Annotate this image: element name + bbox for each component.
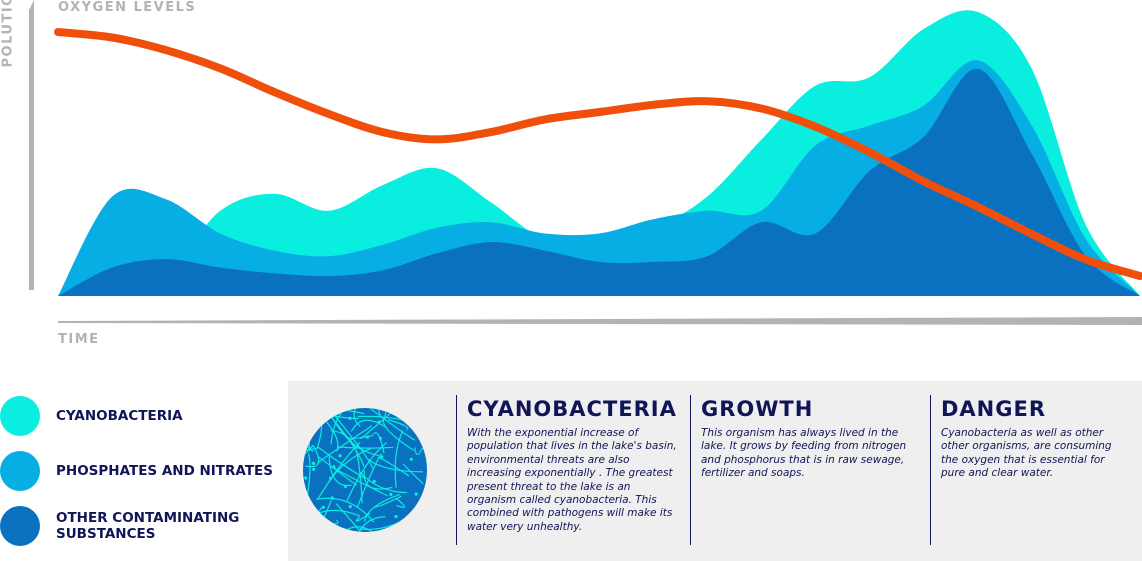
filament-stroke bbox=[399, 526, 416, 532]
oxygen-line-group bbox=[54, 28, 1142, 280]
info-panel: CYANOBACTERIA With the exponential incre… bbox=[288, 381, 1142, 561]
filament-dot bbox=[380, 455, 384, 459]
filament-dot bbox=[317, 408, 321, 411]
filament-dot bbox=[337, 531, 341, 532]
legend-swatch-phosphates bbox=[0, 451, 40, 491]
filament-stroke bbox=[394, 430, 404, 488]
info-body: This organism has always lived in the la… bbox=[701, 427, 907, 480]
filament-stroke bbox=[304, 445, 320, 468]
x-axis-label-time: TIME bbox=[58, 332, 100, 347]
filament-dot bbox=[303, 528, 305, 532]
filament-dot bbox=[348, 416, 352, 420]
legend-label: CYANOBACTERIA bbox=[56, 408, 183, 424]
filament-stroke bbox=[315, 497, 375, 523]
filament-stroke bbox=[330, 408, 366, 445]
info-title: DANGER bbox=[941, 397, 1047, 421]
filament-stroke bbox=[303, 437, 317, 452]
filament-stroke bbox=[382, 419, 415, 451]
filament-stroke bbox=[366, 458, 423, 473]
filament-stroke bbox=[333, 414, 374, 469]
filament-dot bbox=[382, 408, 387, 410]
oxygen-level-line bbox=[54, 28, 1142, 280]
area-series-group bbox=[58, 10, 1140, 297]
filament-stroke bbox=[414, 447, 423, 456]
filament-dot bbox=[329, 476, 333, 480]
legend-item-other: OTHER CONTAMINATING SUBSTANCES bbox=[0, 506, 276, 546]
filament-stroke bbox=[303, 502, 304, 532]
filament-stroke bbox=[309, 408, 314, 428]
area-other-contaminants bbox=[58, 68, 1140, 296]
filament-stroke bbox=[303, 523, 313, 532]
cyanobacteria-illustration bbox=[303, 408, 427, 532]
filament-dot bbox=[304, 476, 308, 480]
filament-dot bbox=[312, 467, 316, 471]
filament-dot bbox=[378, 436, 383, 440]
filament-dot bbox=[422, 506, 426, 510]
filament-stroke bbox=[336, 446, 394, 449]
legend-label: PHOSPHATES AND NITRATES bbox=[56, 463, 273, 479]
x-axis-bar bbox=[58, 317, 1142, 325]
info-title: CYANOBACTERIA bbox=[467, 397, 677, 421]
filament-stroke bbox=[345, 526, 384, 532]
filament-stroke bbox=[328, 456, 352, 487]
filament-stroke bbox=[353, 408, 361, 428]
info-column-growth: GROWTH This organism has always lived in… bbox=[690, 395, 915, 545]
filament-stroke bbox=[356, 453, 382, 508]
legend-label: OTHER CONTAMINATING SUBSTANCES bbox=[56, 510, 240, 542]
filament-stroke bbox=[403, 408, 416, 421]
filament-stroke bbox=[368, 408, 382, 419]
legend-item-phosphates: PHOSPHATES AND NITRATES bbox=[0, 451, 276, 491]
info-title: GROWTH bbox=[701, 397, 814, 421]
filament-stroke bbox=[400, 522, 408, 532]
filament-stroke bbox=[359, 471, 407, 494]
filament-stroke bbox=[373, 432, 385, 454]
filament-stroke bbox=[384, 408, 389, 417]
filament-dot bbox=[348, 505, 352, 509]
filament-dot bbox=[406, 417, 410, 421]
filament-dot bbox=[330, 496, 334, 500]
y-axis-label-oxygen: OXYGEN LEVELS bbox=[58, 0, 197, 15]
filament-dot bbox=[343, 484, 348, 488]
filament-stroke bbox=[357, 408, 416, 441]
filament-dot bbox=[311, 461, 316, 465]
legend-item-cyanobacteria: CYANOBACTERIA bbox=[0, 396, 276, 436]
filament-dot bbox=[417, 434, 421, 438]
filament-dot bbox=[377, 420, 381, 424]
info-body: With the exponential increase of populat… bbox=[467, 427, 677, 533]
filament-stroke bbox=[350, 419, 388, 432]
filament-stroke bbox=[396, 498, 405, 508]
info-column-danger: DANGER Cyanobacteria as well as other ot… bbox=[930, 395, 1117, 545]
legend-swatch-other bbox=[0, 506, 40, 546]
filament-dot bbox=[330, 524, 334, 529]
filament-stroke bbox=[303, 408, 304, 469]
filament-dot bbox=[409, 457, 413, 461]
filament-stroke bbox=[363, 493, 401, 522]
filament-stroke bbox=[356, 454, 363, 504]
filament-stroke bbox=[317, 455, 358, 486]
filament-stroke bbox=[303, 504, 307, 531]
y-axis-bar bbox=[29, 0, 34, 290]
filament-dot bbox=[303, 428, 306, 432]
filament-dot bbox=[321, 505, 325, 509]
filament-dot bbox=[303, 408, 306, 412]
info-column-cyanobacteria: CYANOBACTERIA With the exponential incre… bbox=[456, 395, 681, 545]
filament-dot bbox=[394, 514, 398, 519]
y-axis-label-polution: POLUTION bbox=[0, 0, 16, 68]
filament-stroke bbox=[387, 418, 409, 431]
chart bbox=[29, 0, 1142, 325]
legend-swatch-cyanobacteria bbox=[0, 396, 40, 436]
filament-dot bbox=[365, 435, 370, 439]
filament-stroke bbox=[303, 408, 313, 417]
filament-stroke bbox=[402, 463, 424, 485]
filament-dot bbox=[338, 454, 342, 458]
filament-dot bbox=[372, 479, 376, 483]
filament-dot bbox=[332, 465, 336, 469]
filament-dot bbox=[389, 492, 393, 496]
filament-dot bbox=[414, 492, 418, 496]
info-body: Cyanobacteria as well as other other org… bbox=[941, 427, 1112, 480]
